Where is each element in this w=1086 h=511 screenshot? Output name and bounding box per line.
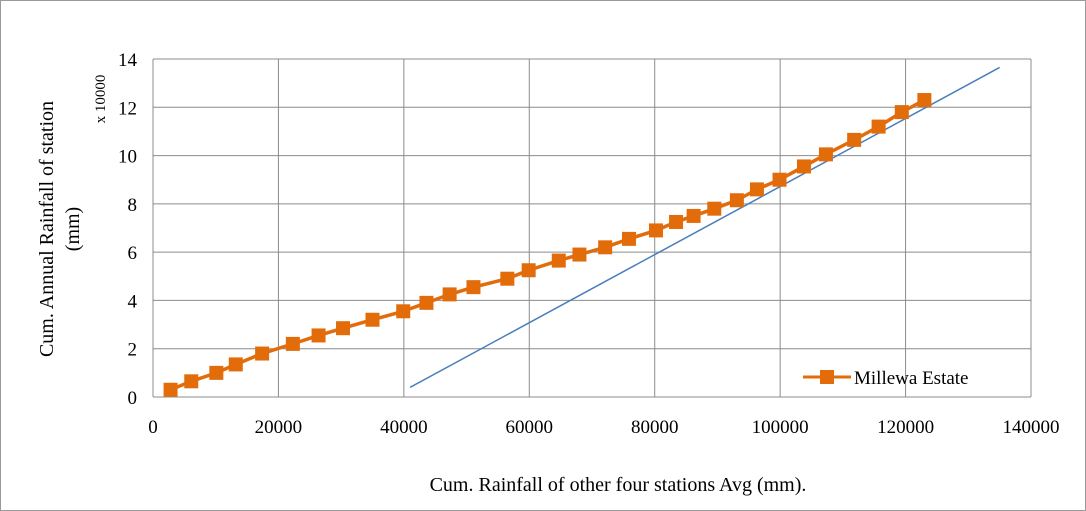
x-tick-label-1: 20000 xyxy=(255,417,303,438)
data-point-22 xyxy=(707,201,722,216)
data-point-27 xyxy=(818,147,833,162)
legend-marker xyxy=(820,370,834,384)
data-point-31 xyxy=(917,93,932,108)
data-point-24 xyxy=(749,182,764,197)
y-tick-label-5: 10 xyxy=(118,147,137,168)
y-scale-note: x 10000 xyxy=(93,75,109,124)
data-point-6 xyxy=(311,328,326,343)
data-point-3 xyxy=(228,357,243,372)
x-tick-label-3: 60000 xyxy=(506,417,554,438)
data-point-30 xyxy=(894,105,909,120)
data-point-11 xyxy=(442,287,457,302)
series-line-0 xyxy=(169,98,926,392)
data-point-5 xyxy=(285,336,300,351)
reference-line-layer xyxy=(409,66,1001,389)
data-point-16 xyxy=(572,247,587,262)
y-tick-label-4: 8 xyxy=(128,195,138,216)
x-tick-label-6: 120000 xyxy=(877,417,934,438)
x-tick-label-0: 0 xyxy=(148,417,158,438)
data-point-1 xyxy=(184,374,199,389)
data-point-19 xyxy=(648,223,663,238)
data-point-8 xyxy=(365,312,380,327)
data-point-14 xyxy=(521,263,536,278)
data-point-13 xyxy=(500,271,515,286)
y-tick-label-0: 0 xyxy=(128,388,138,409)
x-tick-label-4: 80000 xyxy=(631,417,679,438)
data-point-20 xyxy=(669,214,684,229)
legend-label: Millewa Estate xyxy=(854,368,969,389)
data-point-9 xyxy=(396,304,411,319)
data-point-18 xyxy=(622,231,637,246)
y-tick-label-3: 6 xyxy=(128,243,138,264)
data-point-10 xyxy=(419,295,434,310)
y-tick-label-6: 12 xyxy=(118,98,137,119)
reference-line xyxy=(409,66,1001,389)
data-point-29 xyxy=(871,119,886,134)
data-point-15 xyxy=(551,253,566,268)
y-tick-labels: 0 2 4 6 8 10 12 14 xyxy=(118,50,138,409)
y-tick-label-2: 4 xyxy=(128,291,138,312)
x-axis-title: Cum. Rainfall of other four stations Avg… xyxy=(430,474,807,496)
y-axis-title-line2: (mm) xyxy=(62,207,84,251)
data-point-12 xyxy=(466,280,481,295)
legend: Millewa Estate xyxy=(803,368,969,389)
data-point-21 xyxy=(686,208,701,223)
data-point-0 xyxy=(163,382,178,397)
x-tick-label-2: 40000 xyxy=(380,417,428,438)
y-axis-title-line1: Cum. Annual Rainfall of station xyxy=(36,101,58,357)
data-point-4 xyxy=(255,346,270,361)
x-tick-label-7: 140000 xyxy=(1003,417,1060,438)
data-point-25 xyxy=(772,172,787,187)
x-tick-label-5: 100000 xyxy=(752,417,809,438)
data-point-26 xyxy=(796,159,811,174)
data-point-23 xyxy=(729,193,744,208)
y-tick-label-7: 14 xyxy=(118,50,138,71)
y-tick-label-1: 2 xyxy=(128,340,138,361)
data-point-28 xyxy=(847,132,862,147)
data-point-2 xyxy=(209,365,224,380)
data-point-17 xyxy=(598,240,613,255)
series-layer xyxy=(163,93,932,397)
data-point-7 xyxy=(336,321,351,336)
x-tick-labels: 0 20000 40000 60000 80000 100000 120000 140000 xyxy=(148,417,1059,438)
